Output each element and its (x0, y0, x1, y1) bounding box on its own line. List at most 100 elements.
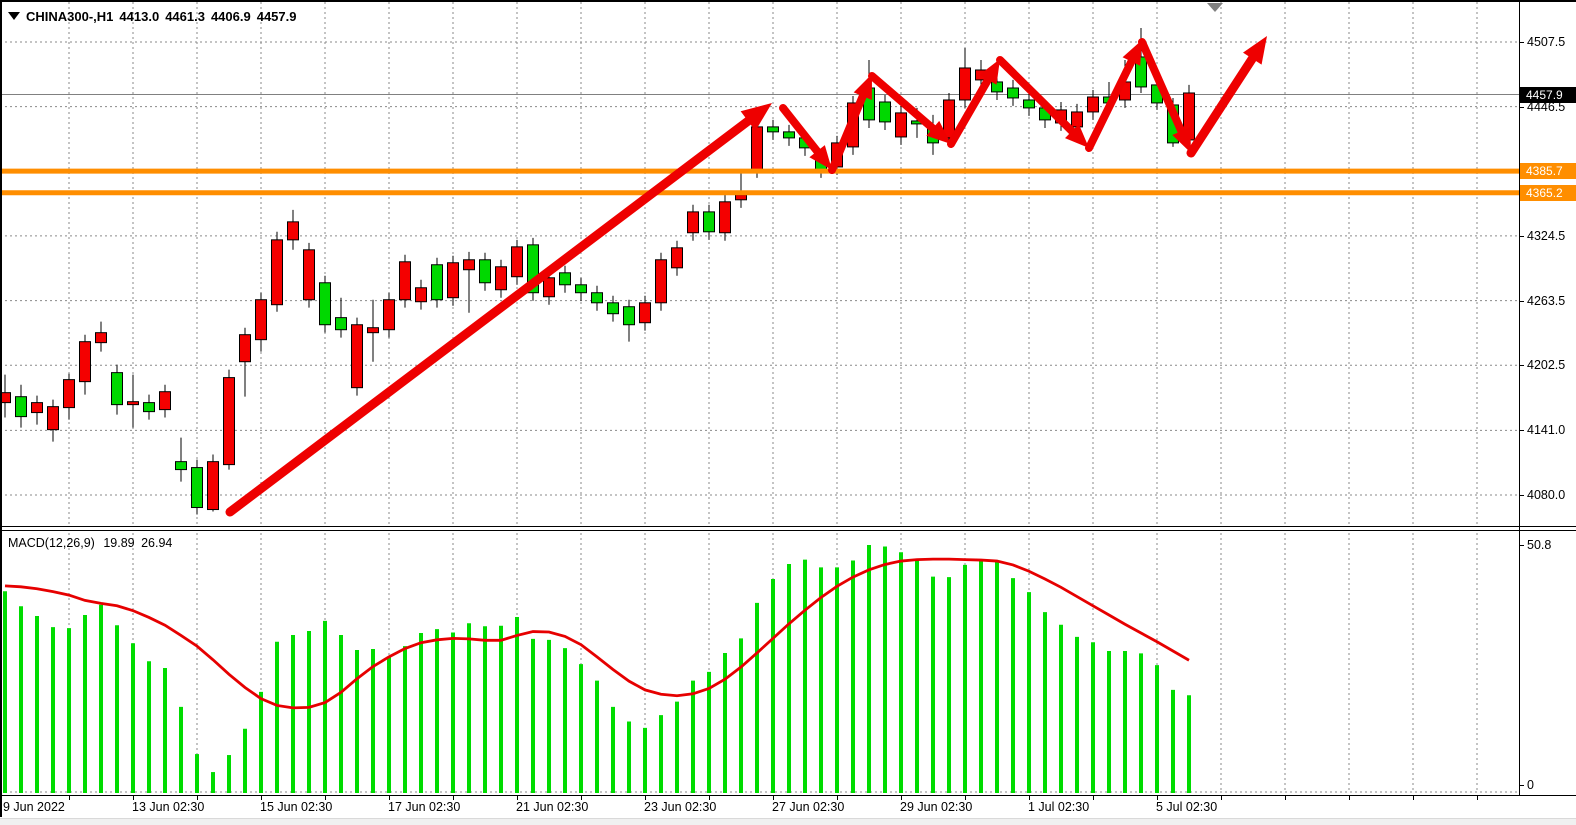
candle-bear (63, 379, 75, 409)
trend-arrow-head[interactable] (1172, 127, 1191, 153)
candle-bull (623, 306, 635, 326)
time-axis-tick (1093, 796, 1094, 800)
trend-arrow-shaft[interactable] (1138, 38, 1190, 145)
time-axis-tick (133, 796, 134, 800)
candle-bear (159, 391, 171, 411)
candle-bull (559, 272, 571, 286)
candle-bull (783, 131, 795, 139)
time-axis-label: 5 Jul 02:30 (1156, 800, 1218, 814)
candle-bear (255, 299, 267, 341)
time-axis-tick (1477, 796, 1478, 800)
time-axis-label: 1 Jul 02:30 (1028, 800, 1090, 814)
candle-bear (735, 194, 747, 201)
price-axis-label: 4446.5 (1527, 99, 1566, 114)
price-axis[interactable] (1520, 0, 1576, 795)
panel-separator-top[interactable] (0, 526, 1576, 527)
trend-arrow-head[interactable] (1243, 36, 1267, 65)
candle-bull (1007, 87, 1019, 99)
price-axis-tick (1519, 430, 1524, 431)
price-axis-border (1519, 0, 1520, 796)
candle-bear (399, 261, 411, 301)
time-axis-tick (645, 796, 646, 800)
candle-bear (1087, 96, 1099, 113)
trend-arrow-head[interactable] (809, 145, 832, 170)
trend-arrow-shaft[interactable] (1085, 47, 1141, 152)
current-price-tag: 4457.9 (1520, 87, 1576, 103)
time-axis-tick (965, 796, 966, 800)
macd-name: MACD(12,26,9) (8, 536, 95, 550)
price-axis-label: 4324.5 (1527, 228, 1566, 243)
time-axis-tick (1029, 796, 1030, 800)
trend-arrow-head[interactable] (740, 103, 772, 131)
time-axis-label: 23 Jun 02:30 (644, 800, 717, 814)
trend-arrow-shaft[interactable] (828, 82, 871, 174)
time-axis-border (0, 795, 1576, 796)
candle-bear (639, 302, 651, 324)
time-axis-tick (709, 796, 710, 800)
trend-arrow-shaft[interactable] (947, 66, 998, 148)
time-axis-tick (325, 796, 326, 800)
window-left-border (0, 0, 2, 817)
candle-bear (447, 262, 459, 299)
trend-arrow-head[interactable] (853, 74, 872, 100)
time-axis-label: 21 Jun 02:30 (516, 800, 589, 814)
trend-arrow-head[interactable] (1122, 40, 1142, 66)
candle-bull (607, 302, 619, 315)
candle-bull (991, 81, 1003, 93)
time-axis-tick (1413, 796, 1414, 800)
candle-bull (767, 126, 779, 133)
time-axis-label: 13 Jun 02:30 (132, 800, 205, 814)
trend-arrow-head[interactable] (926, 120, 951, 144)
time-axis-tick (69, 796, 70, 800)
resistance-price-tag: 4385.7 (1520, 163, 1576, 179)
candle-bear (47, 406, 59, 431)
panel-separator-bottom[interactable] (0, 530, 1576, 531)
candle-bear (303, 249, 315, 301)
window-bottom-edge (0, 818, 1576, 825)
window-top-border (0, 0, 1576, 2)
candle-bear (127, 401, 139, 406)
candle-bear (655, 259, 667, 304)
candle-bear (943, 99, 955, 139)
time-axis-tick (389, 796, 390, 800)
candle-bull (15, 396, 27, 418)
symbol-dropdown-icon[interactable] (8, 12, 20, 20)
price-axis-tick (1519, 785, 1524, 786)
symbol-header: CHINA300-,H1 4413.0 4461.3 4406.9 4457.9 (8, 7, 296, 25)
price-axis-label: 4202.5 (1527, 358, 1566, 373)
trend-arrow-shaft[interactable] (1186, 43, 1264, 158)
candle-bear (751, 126, 763, 171)
macd-axis-label: 0 (1527, 778, 1534, 792)
chart-shift-marker-icon[interactable] (1207, 3, 1223, 12)
candle-bear (0, 392, 11, 404)
candle-bull (335, 317, 347, 331)
candle-bull (431, 264, 443, 301)
time-axis-tick (261, 796, 262, 800)
time-axis-tick (1285, 796, 1286, 800)
price-axis-label: 4141.0 (1527, 423, 1566, 438)
trend-arrow-shaft[interactable] (868, 72, 945, 140)
price-axis-tick (1519, 107, 1524, 108)
trend-arrow-shaft[interactable] (996, 56, 1084, 143)
candle-bull (191, 467, 203, 509)
trend-arrow-shaft[interactable] (779, 104, 828, 164)
candle-bear (271, 239, 283, 306)
time-axis-tick (1157, 796, 1158, 800)
trend-arrow-head[interactable] (1065, 124, 1089, 148)
candle-bear (543, 277, 555, 298)
time-axis-label: 9 Jun 2022 (3, 800, 65, 814)
candle-bull (175, 461, 187, 471)
price-axis-label: 4263.5 (1527, 293, 1566, 308)
candle-bull (879, 101, 891, 123)
candle-bear (719, 201, 731, 234)
candle-bear (463, 259, 475, 271)
candle-bear (351, 324, 363, 389)
candle-bear (383, 299, 395, 331)
candle-bear (223, 377, 235, 466)
trend-arrow-shaft[interactable] (225, 108, 764, 517)
trend-arrow-head[interactable] (979, 59, 1000, 85)
macd-signal-value: 26.94 (141, 536, 173, 550)
candle-bear (959, 67, 971, 101)
price-axis-tick (1519, 495, 1524, 496)
